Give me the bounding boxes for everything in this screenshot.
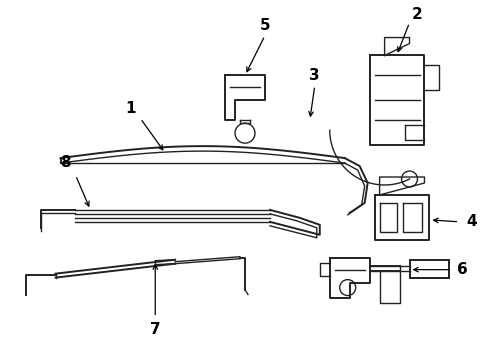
Text: 1: 1 xyxy=(125,101,136,116)
Circle shape xyxy=(340,280,356,296)
Circle shape xyxy=(401,171,417,187)
Text: 2: 2 xyxy=(412,7,423,22)
Text: 5: 5 xyxy=(260,18,270,33)
Text: 8: 8 xyxy=(60,154,71,170)
Text: 3: 3 xyxy=(310,68,320,83)
Circle shape xyxy=(235,123,255,143)
Text: 4: 4 xyxy=(466,214,477,229)
Text: 6: 6 xyxy=(457,262,468,277)
FancyBboxPatch shape xyxy=(410,260,449,278)
Text: 7: 7 xyxy=(150,322,161,337)
